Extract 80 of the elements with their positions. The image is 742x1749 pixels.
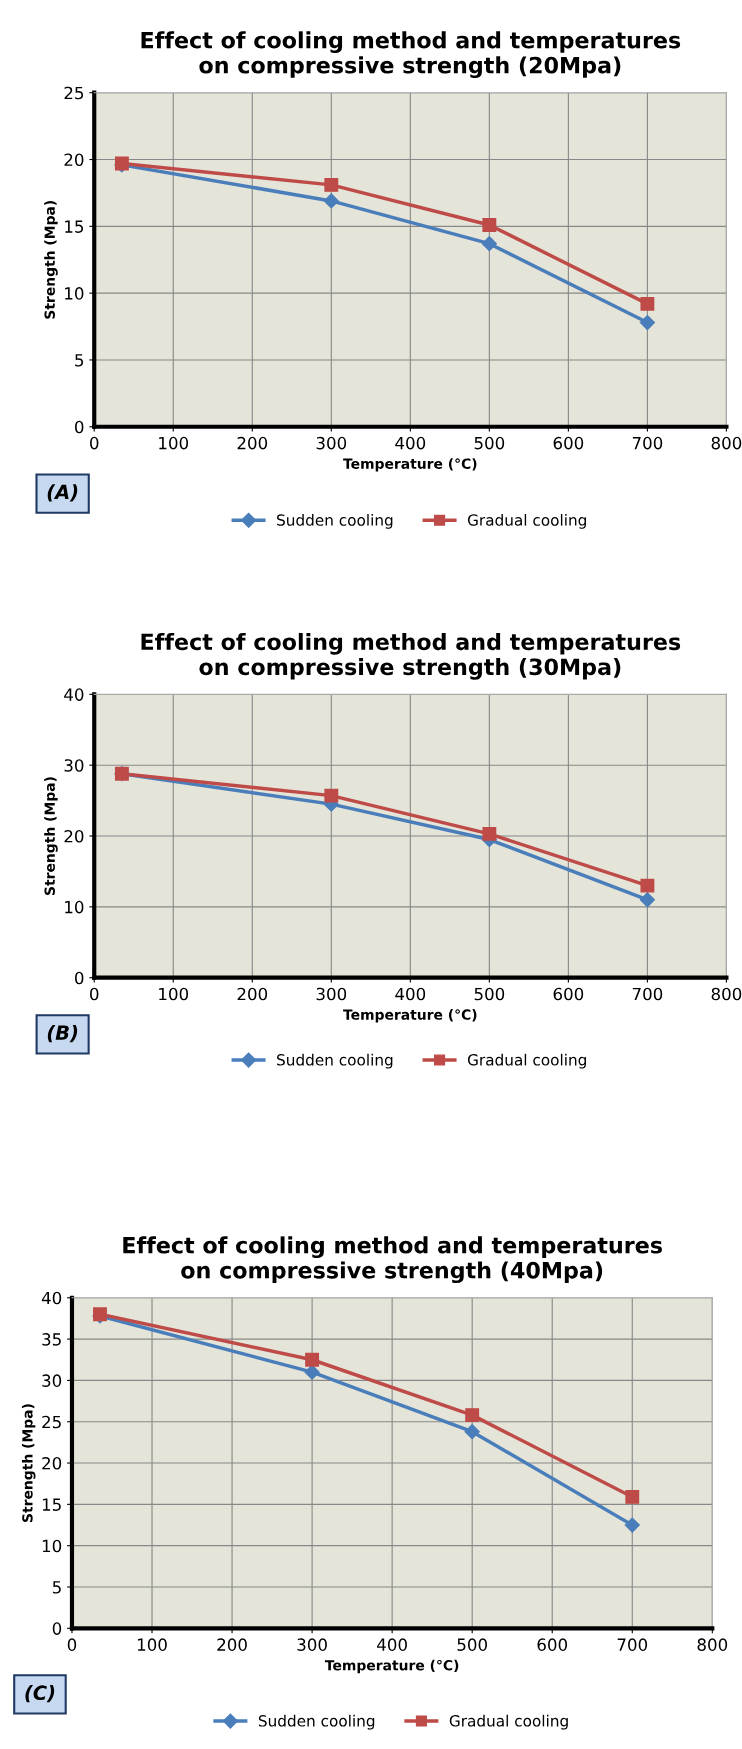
- y-axis-title: Strength (Mpa): [44, 200, 58, 319]
- x-tick-label: 700: [632, 987, 663, 1001]
- point: [482, 826, 497, 841]
- y-tick-label: 15: [65, 220, 84, 233]
- point: [482, 218, 497, 232]
- x-tick-label: 600: [537, 1638, 568, 1651]
- x-tick-label: 300: [316, 987, 347, 1001]
- text: (A): [47, 484, 78, 502]
- y-tick-label: 0: [75, 971, 84, 985]
- x-tick-label: 800: [697, 1638, 728, 1651]
- x-tick-label: 500: [457, 1638, 487, 1651]
- point: [639, 892, 655, 908]
- y-tick-label: 20: [64, 829, 84, 843]
- point: [640, 296, 655, 311]
- legend-label: Gradual cooling: [449, 1714, 568, 1730]
- point: [624, 1517, 640, 1533]
- x-tick-label: 300: [316, 436, 347, 450]
- x-tick-label: 800: [711, 987, 742, 1001]
- text: (C): [25, 1685, 55, 1703]
- y-tick-label: 20: [42, 1457, 62, 1470]
- x-tick-label: 200: [217, 1638, 247, 1651]
- x-axis-title: Temperature (°C): [324, 1659, 459, 1674]
- point: [304, 1364, 320, 1380]
- y-tick-label: 10: [65, 900, 84, 914]
- point: [324, 177, 339, 192]
- x-tick-label: 500: [474, 987, 505, 1001]
- point: [640, 878, 655, 893]
- y-tick-label: 5: [52, 1581, 61, 1594]
- y-tick-label: 35: [42, 1333, 61, 1346]
- y-tick-label: 0: [75, 420, 84, 434]
- x-tick-label: 100: [159, 987, 189, 1001]
- x-tick-label: 400: [395, 436, 426, 450]
- y-tick-label: 40: [64, 688, 84, 701]
- chart-title: Effect of cooling method and temperatures on compressive strength (30Mpa): [141, 632, 681, 680]
- x-tick-label: 100: [137, 1638, 167, 1651]
- y-tick-label: 0: [52, 1622, 62, 1635]
- point: [323, 193, 339, 209]
- legend-label: Sudden cooling: [277, 514, 393, 529]
- legend-label: Gradual cooling: [467, 1053, 586, 1069]
- x-tick-label: 700: [632, 436, 663, 450]
- y-tick-label: 40: [41, 1291, 62, 1305]
- legend-label: Gradual cooling: [467, 514, 586, 529]
- x-tick-label: 400: [395, 987, 426, 1001]
- y-tick-label: 10: [42, 1539, 62, 1553]
- x-tick-label: 700: [617, 1638, 648, 1651]
- y-tick-label: 25: [64, 86, 84, 100]
- point: [465, 1408, 480, 1423]
- x-tick-label: 100: [159, 436, 189, 450]
- point: [324, 788, 339, 803]
- y-tick-label: 15: [42, 1498, 61, 1511]
- x-tick-label: 300: [297, 1638, 327, 1651]
- text: (B): [47, 1024, 78, 1043]
- y-axis-title: Strength (Mpa): [44, 777, 58, 895]
- chart-title: Effect of cooling method and temperatures on compressive strength (40Mpa): [123, 1236, 662, 1284]
- legend-label: Sudden cooling: [277, 1053, 393, 1069]
- x-axis-title: Temperature (°C): [343, 458, 477, 472]
- point: [625, 1489, 640, 1504]
- x-tick-label: 0: [90, 436, 99, 450]
- y-tick-label: 30: [42, 1374, 62, 1387]
- y-tick-label: 30: [64, 759, 84, 772]
- point: [305, 1352, 320, 1367]
- y-tick-label: 10: [65, 287, 84, 300]
- y-tick-label: 5: [75, 354, 84, 367]
- x-tick-label: 500: [474, 436, 505, 450]
- legend-label: Sudden cooling: [258, 1714, 375, 1730]
- point: [639, 314, 655, 331]
- point: [481, 236, 497, 252]
- x-tick-label: 600: [553, 436, 584, 450]
- x-tick-label: 600: [553, 987, 584, 1001]
- chart-title: Effect of cooling method and temperatures on compressive strength (20Mpa): [141, 31, 681, 79]
- x-tick-label: 800: [711, 436, 742, 450]
- y-tick-label: 25: [42, 1415, 61, 1429]
- x-tick-label: 200: [237, 436, 268, 450]
- x-tick-label: 400: [377, 1638, 407, 1651]
- point: [464, 1424, 480, 1440]
- x-axis-title: Temperature (°C): [343, 1009, 477, 1023]
- x-tick-label: 0: [90, 987, 99, 1001]
- y-axis-title: Strength (Mpa): [21, 1404, 36, 1523]
- x-tick-label: 200: [237, 987, 268, 1001]
- y-tick-label: 20: [64, 153, 84, 167]
